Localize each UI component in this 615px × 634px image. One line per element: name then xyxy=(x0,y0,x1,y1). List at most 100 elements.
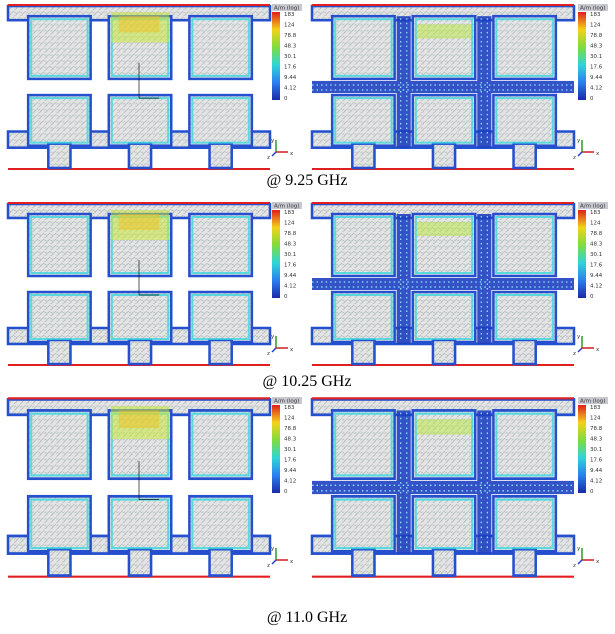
colorbar-label: 48.3 xyxy=(590,44,603,50)
colorbar-label: 0 xyxy=(284,294,288,300)
colorbar-label: 9.44 xyxy=(284,468,297,474)
colorbar-label: 48.3 xyxy=(590,437,603,443)
colorbar-label: 30.1 xyxy=(590,447,602,453)
colorbar-label: 17.6 xyxy=(284,65,297,71)
colorbar-label: 30.1 xyxy=(590,252,602,258)
colorbar-scale xyxy=(272,405,280,493)
colorbar-label: 183 xyxy=(284,405,295,411)
axis-label: z xyxy=(267,563,270,569)
field-panel xyxy=(8,5,270,169)
axis-label: x xyxy=(596,151,600,157)
colorbar-label: 183 xyxy=(284,12,295,18)
axis xyxy=(578,560,582,564)
axis-triad: yxz xyxy=(267,334,294,357)
colorbar-label: 78.8 xyxy=(590,33,603,39)
colorbar-label: 4.12 xyxy=(284,284,296,290)
current-map xyxy=(8,203,270,365)
colorbar-title: A/m (log) xyxy=(274,204,299,210)
colorbar-label: 78.8 xyxy=(590,231,603,237)
colorbar-label: 48.3 xyxy=(284,242,297,248)
axis-label: z xyxy=(573,563,576,569)
axis-label: x xyxy=(290,347,294,353)
axis-label: z xyxy=(573,155,576,161)
axis-triad: yxz xyxy=(573,546,600,569)
colorbar-title: A/m (log) xyxy=(580,6,605,12)
colorbar-scale xyxy=(272,210,280,298)
colorbar-label: 4.12 xyxy=(590,284,602,290)
figure: A/m (log)18312478.848.330.117.69.444.120… xyxy=(0,0,615,634)
axis xyxy=(272,560,276,564)
colorbar-label: 48.3 xyxy=(284,44,297,50)
field-panel xyxy=(8,203,270,365)
field-panel xyxy=(8,398,270,576)
current-map xyxy=(8,398,270,576)
colorbar-label: 4.12 xyxy=(284,479,296,485)
colorbar-label: 0 xyxy=(590,489,594,495)
axis xyxy=(578,152,582,156)
axis-label: y xyxy=(577,546,581,552)
axis-label: x xyxy=(290,559,294,565)
colorbar-label: 124 xyxy=(590,23,601,29)
field-panel xyxy=(312,203,574,365)
axis-label: x xyxy=(290,151,294,157)
axis-triad: yxz xyxy=(267,546,294,569)
colorbar-title: A/m (log) xyxy=(274,399,299,405)
caption: @ 9.25 GHz xyxy=(267,172,348,189)
colorbar-label: 183 xyxy=(590,12,601,18)
axis-label: z xyxy=(267,155,270,161)
colorbar-label: 4.12 xyxy=(284,86,296,92)
axis-triad: y x z xyxy=(267,138,294,161)
colorbar: A/m (log)183 124 78.8 48.3 30.1 17.6 9.44 4.12 0 xyxy=(578,4,608,102)
colorbar-label: 78.8 xyxy=(284,426,297,432)
colorbar-label: 0 xyxy=(590,294,594,300)
colorbar: A/m (log)183 124 78.8 48.3 30.1 17.6 9.44 4.12 0 xyxy=(578,202,608,300)
colorbar-title: A/m (log) xyxy=(580,399,605,405)
colorbar-label: 48.3 xyxy=(590,242,603,248)
caption: @ 11.0 GHz xyxy=(267,609,347,626)
colorbar-label: 124 xyxy=(590,416,601,422)
colorbar-label: 124 xyxy=(284,221,295,227)
colorbar-label: 4.12 xyxy=(590,86,602,92)
axis xyxy=(272,152,276,156)
colorbar-label: 17.6 xyxy=(284,263,297,269)
colorbar-label: 183 xyxy=(590,210,601,216)
colorbar-scale xyxy=(578,405,586,493)
colorbar-label: 30.1 xyxy=(284,252,296,258)
colorbar-label: 78.8 xyxy=(590,426,603,432)
colorbar-label: 17.6 xyxy=(590,263,603,269)
colorbar-scale xyxy=(578,210,586,298)
colorbar-label: 30.1 xyxy=(284,447,296,453)
colorbar-label: 9.44 xyxy=(590,273,603,279)
colorbar-label: 78.8 xyxy=(284,231,297,237)
axis-label: y xyxy=(271,138,275,144)
axis xyxy=(578,348,582,352)
colorbar-label: 0 xyxy=(590,96,594,102)
current-map xyxy=(312,203,574,365)
colorbar-label: 183 xyxy=(590,405,601,411)
colorbar-label: 0 xyxy=(284,96,288,102)
axis-label: x xyxy=(596,347,600,353)
colorbar-label: 9.44 xyxy=(590,75,603,81)
colorbar-label: 30.1 xyxy=(590,54,602,60)
axis-label: z xyxy=(573,351,576,357)
axis-label: y xyxy=(577,138,581,144)
colorbar-label: 124 xyxy=(284,416,295,422)
current-map xyxy=(8,5,270,169)
colorbar-title: A/m (log) xyxy=(580,204,605,210)
colorbar-scale xyxy=(578,12,586,100)
colorbar-label: 0 xyxy=(284,489,288,495)
colorbar-scale xyxy=(272,12,280,100)
current-map xyxy=(312,5,574,169)
colorbar-label: 9.44 xyxy=(590,468,603,474)
axis-label: y xyxy=(577,334,581,340)
axis-triad: y x z xyxy=(573,334,600,357)
axis-triad: y x z xyxy=(573,138,600,161)
current-map xyxy=(312,398,574,576)
field-panel xyxy=(312,5,574,169)
colorbar-label: 124 xyxy=(590,221,601,227)
colorbar-label: 17.6 xyxy=(590,65,603,71)
